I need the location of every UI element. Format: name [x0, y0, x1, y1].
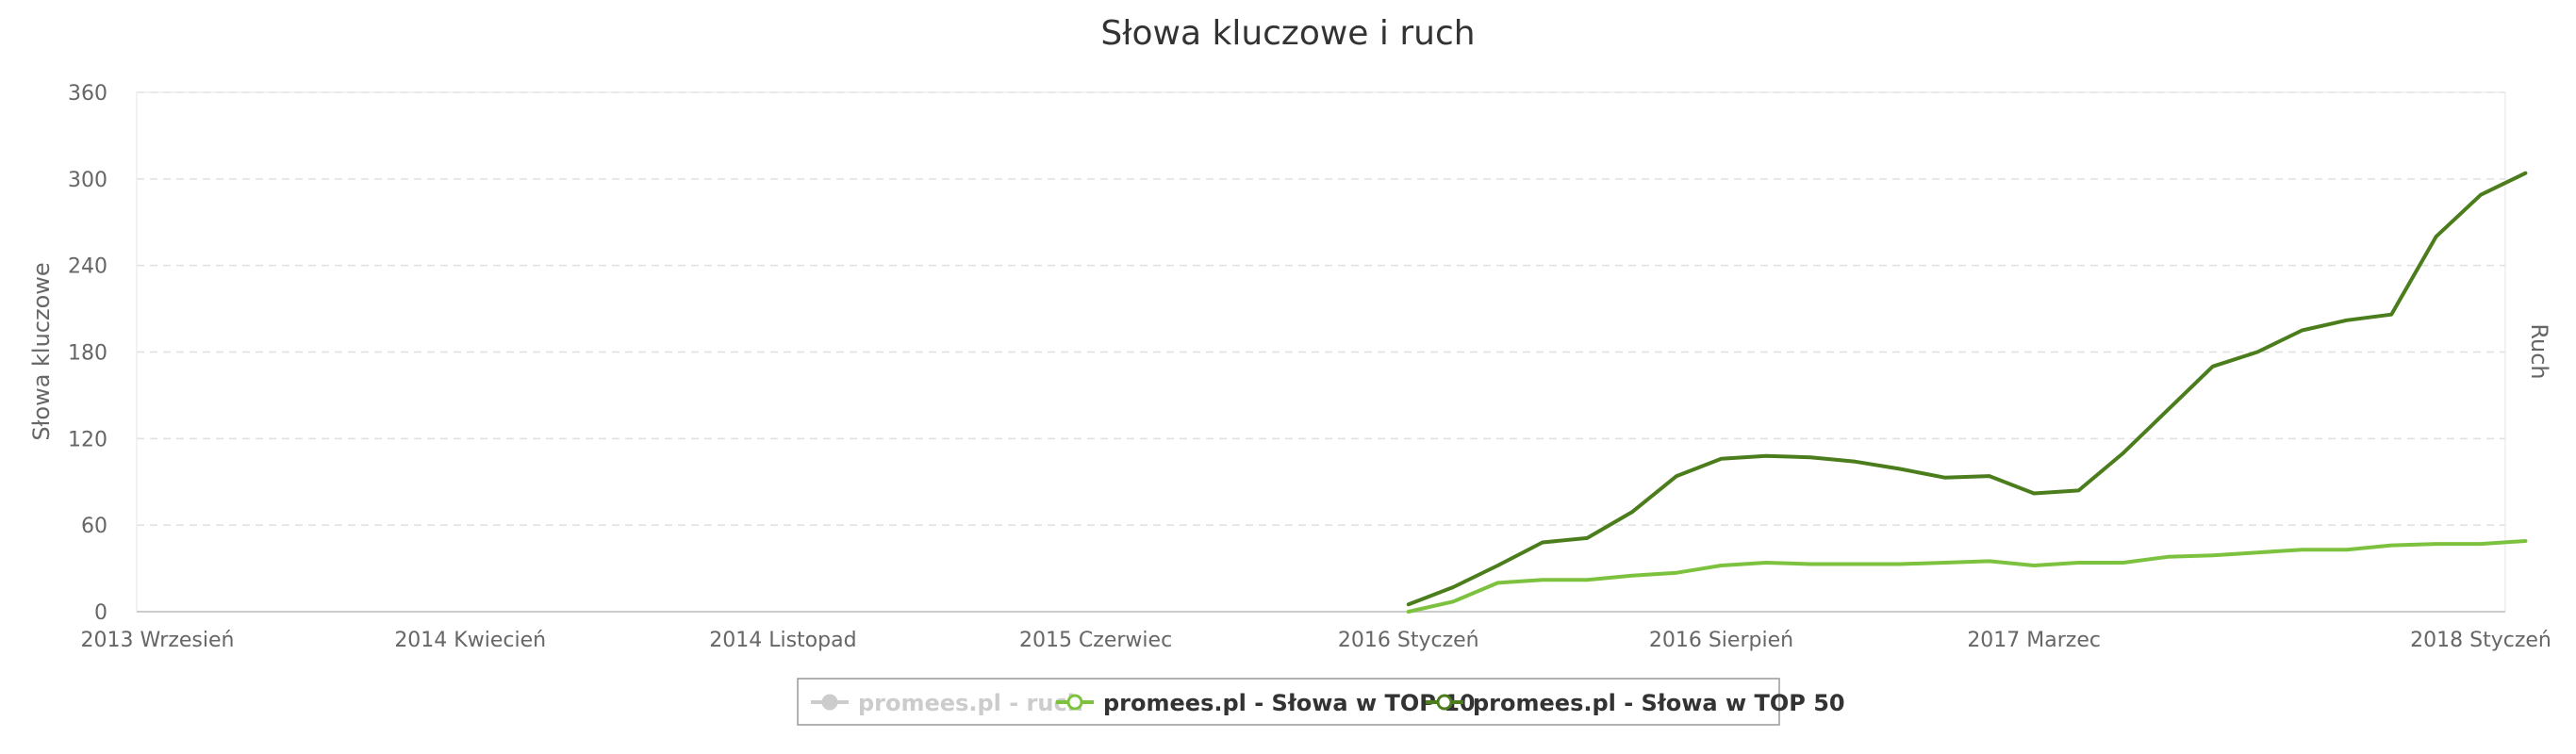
y-axis-title: Słowa kluczowe: [28, 262, 55, 440]
legend-item-1[interactable]: promees.pl - Słowa w TOP 10: [1056, 690, 1476, 716]
y-tick-label: 180: [68, 342, 107, 366]
x-tick-label: 2016 Styczeń: [1338, 629, 1479, 652]
x-axis-ticks: 2013 Wrzesień 2014 Kwiecień 2014 Listopad 2…: [81, 629, 2551, 652]
y-tick-label: 0: [94, 601, 107, 625]
legend-label: promees.pl - ruch: [858, 690, 1083, 716]
y2-axis-title: Ruch: [2526, 323, 2552, 379]
y-tick-label: 300: [68, 169, 107, 192]
y-tick-label: 360: [68, 82, 107, 106]
legend-marker: [821, 694, 838, 711]
x-tick-label: 2014 Listopad: [709, 629, 856, 652]
series-line-2: [1406, 171, 2528, 607]
y-tick-label: 60: [81, 515, 107, 538]
y-axis-ticks: 0 60 120 180 240 300 360: [68, 82, 107, 625]
x-tick-label: 2013 Wrzesień: [81, 629, 235, 652]
series-line-1: [1406, 539, 2528, 614]
chart-title: Słowa kluczowe i ruch: [1100, 14, 1475, 53]
legend-marker: [1066, 694, 1083, 711]
legend-item-0[interactable]: promees.pl - ruch: [811, 690, 1083, 716]
y-tick-label: 120: [68, 428, 107, 451]
x-tick-label: 2014 Kwiecień: [394, 629, 546, 652]
grid-lines: [137, 91, 2505, 526]
y-tick-label: 240: [68, 255, 107, 279]
legend-item-2[interactable]: promees.pl - Słowa w TOP 50: [1426, 690, 1845, 716]
legend-box: [797, 678, 1780, 726]
legend-label: promees.pl - Słowa w TOP 50: [1473, 690, 1845, 716]
x-tick-label: 2016 Sierpień: [1649, 629, 1793, 652]
legend-label: promees.pl - Słowa w TOP 10: [1103, 690, 1476, 716]
x-tick-label: 2015 Czerwiec: [1019, 629, 1172, 652]
series-layer: [1406, 171, 2528, 614]
x-tick-label: 2018 Styczeń: [2410, 629, 2551, 652]
legend: promees.pl - ruch promees.pl - Słowa w TO…: [811, 690, 1845, 716]
legend-marker: [1436, 694, 1453, 711]
x-tick-label: 2017 Marzec: [1967, 629, 2101, 652]
